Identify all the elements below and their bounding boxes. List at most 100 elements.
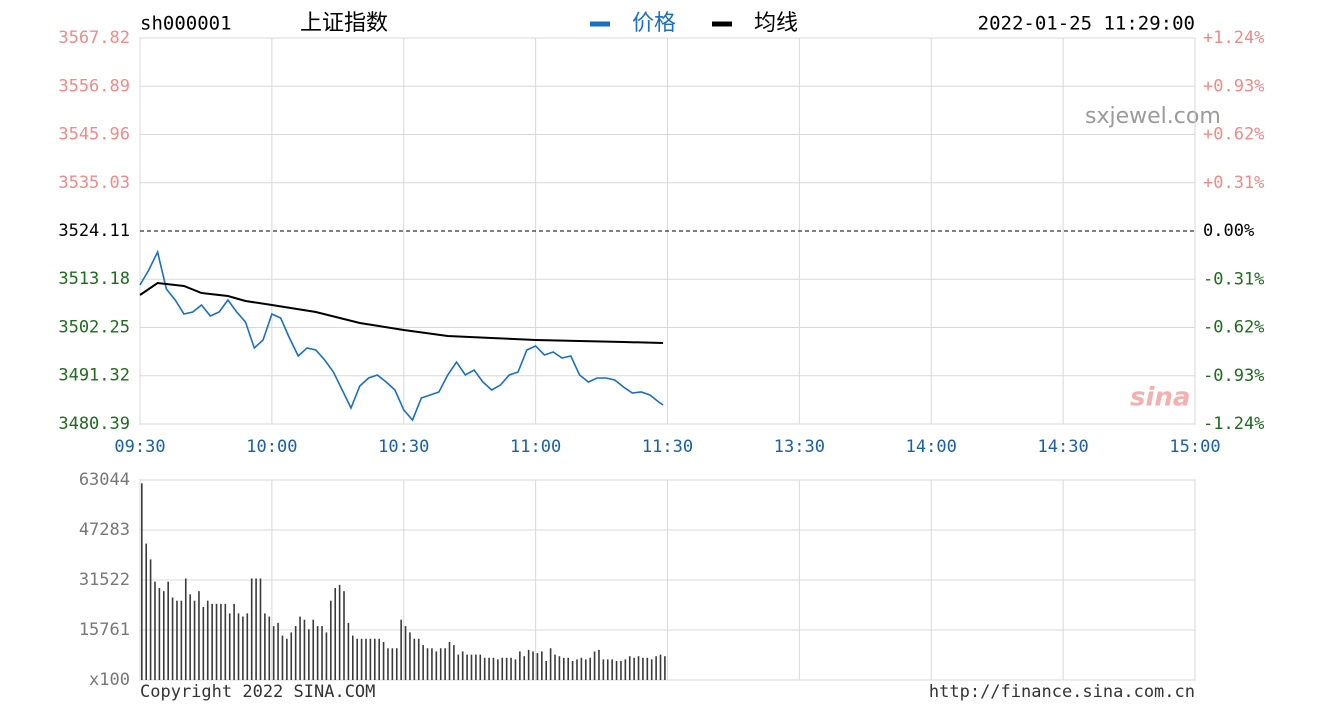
volume-bar [589,657,591,680]
y-tick-label: x100 [89,670,130,690]
y2-tick-label: +0.31% [1203,173,1264,193]
volume-bar [505,657,508,680]
volume-bar [523,656,526,680]
volume-bar [404,626,407,680]
y2-tick-label: -0.31% [1203,269,1264,289]
volume-bar [141,483,143,680]
volume-bar [325,632,328,680]
volume-bar [444,648,446,680]
y-tick-label: 15761 [79,620,130,640]
volume-bar [483,657,486,680]
y2-tick-label: -0.62% [1203,318,1264,338]
volume-bar [171,597,174,680]
y2-tick-label: -0.93% [1203,366,1264,386]
volume-bar [233,603,235,680]
volume-bar [378,638,380,680]
volume-bar [435,651,438,680]
volume-bar [650,659,653,680]
volume-bar [334,588,337,680]
copyright: Copyright 2022 SINA.COM [140,682,375,702]
volume-bar [206,600,209,680]
volume-bar [277,622,279,680]
volume-bar [422,645,424,680]
volume-bar [167,581,169,680]
volume-bar [290,632,293,680]
volume-bar [527,649,530,680]
volume-bar [224,603,227,680]
volume-bar [387,648,389,680]
volume-bar [286,638,288,680]
volume-bar [264,613,266,680]
volume-bar [299,616,301,680]
y-tick-label: 3491.32 [58,366,130,386]
volume-bar [602,659,605,680]
y-tick-label: 63044 [79,470,130,490]
price-line [139,249,664,422]
volume-bar [563,657,565,680]
volume-bar [536,653,539,680]
x-tick-label: 13:30 [774,437,825,457]
volume-bar [633,657,635,680]
volume-bar [479,654,482,680]
y-tick-label: 3480.39 [58,414,130,434]
volume-bar [255,578,257,680]
volume-bar [198,591,200,680]
y-tick-label: 3567.82 [58,28,130,48]
volume-bar [352,635,354,680]
volume-bar [268,616,271,680]
legend-label: 价格 [632,11,676,36]
volume-bar [488,657,490,680]
volume-bar [365,638,367,680]
volume-bar [580,657,583,680]
y2-tick-label: +1.24% [1203,28,1264,48]
volume-bar [642,657,644,680]
y2-tick-label: +0.93% [1203,76,1264,96]
volume-bar [413,638,416,680]
index-name: 上证指数 [300,11,388,36]
x-tick-label: 11:00 [510,437,561,457]
volume-bar [615,660,618,680]
volume-bar [158,588,161,680]
volume-bar [272,626,275,680]
volume-bar [453,645,455,680]
volume-bar [316,626,319,680]
volume-bar [400,619,402,680]
volume-bar [211,603,213,680]
volume-bar [646,657,649,680]
volume-bar [655,656,657,680]
volume-bar [395,648,398,680]
volume-bar [215,603,218,680]
volume-bar [321,626,323,680]
volume-bar [549,648,552,680]
volume-bar [475,654,477,680]
y-tick-label: 3513.18 [58,269,130,289]
volume-bar [193,600,196,680]
watermark: sxjewel.com [1085,104,1221,129]
volume-bar [382,641,385,680]
volume-bar [259,578,262,680]
volume-bar [554,654,556,680]
x-tick-label: 10:30 [378,437,429,457]
volume-bar [492,657,495,680]
volume-bar [330,600,332,680]
volume-bar [417,638,420,680]
volume-bar [145,543,147,680]
volume-bar [189,594,191,680]
volume-bar [202,607,205,680]
volume-bar [598,649,600,680]
y2-tick-label: +0.62% [1203,125,1264,145]
volume-bar [448,641,451,680]
volume-bar [250,578,253,680]
datetime: 2022-01-25 11:29:00 [978,13,1195,35]
y-tick-label: 3524.11 [58,221,130,241]
volume-bar [628,656,631,680]
volume-bar [593,651,596,680]
volume-bar [611,659,613,680]
volume-bar [149,559,152,680]
x-tick-label: 14:00 [906,437,957,457]
volume-bar [228,613,231,680]
volume-bar [308,629,310,680]
volume-bar [356,638,358,680]
y-tick-label: 3502.25 [58,317,130,337]
